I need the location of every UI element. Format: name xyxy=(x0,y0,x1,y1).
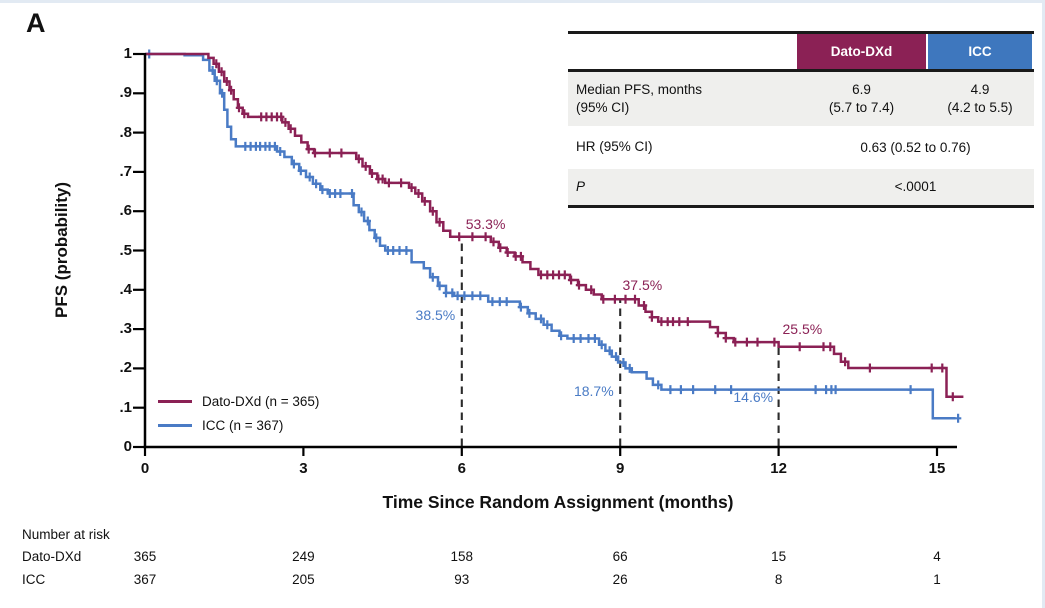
legend: Dato-DXd (n = 365) ICC (n = 367) xyxy=(158,394,319,433)
results-table: Dato-DXd ICC Median PFS, months (95% CI)… xyxy=(568,31,1034,208)
risk-row-label-icc: ICC xyxy=(22,572,46,587)
table-top-border xyxy=(568,31,1034,34)
y-axis-title: PFS (probability) xyxy=(52,182,71,318)
p-value-row: P <.0001 xyxy=(568,168,1034,205)
legend-item-dato: Dato-DXd (n = 365) xyxy=(158,394,319,409)
x-axis-title: Time Since Random Assignment (months) xyxy=(382,492,734,512)
median-pfs-dato-estimate: 6.9 xyxy=(852,82,871,97)
hazard-ratio-label: HR (95% CI) xyxy=(576,139,653,155)
p-value-label: P xyxy=(576,178,586,194)
legend-label-icc: ICC (n = 367) xyxy=(202,418,284,433)
median-pfs-label-line1: Median PFS, months xyxy=(576,82,703,97)
median-pfs-dato-ci: (5.7 to 7.4) xyxy=(828,100,895,116)
median-pfs-icc-ci: (4.2 to 5.5) xyxy=(947,100,1013,116)
icc-line-swatch xyxy=(158,424,192,427)
hazard-ratio-row: HR (95% CI) 0.63 (0.52 to 0.76) xyxy=(568,126,1034,169)
page-right-border xyxy=(1042,0,1045,608)
p-value: <.0001 xyxy=(894,179,937,195)
risk-row-label-dato: Dato-DXd xyxy=(22,549,82,564)
table-header-row: Dato-DXd ICC xyxy=(568,34,1034,69)
median-pfs-label-line2: (95% CI) xyxy=(576,100,630,116)
table-header-border xyxy=(568,69,1034,72)
hazard-ratio-value: 0.63 (0.52 to 0.76) xyxy=(860,140,971,156)
table-header-dato: Dato-DXd xyxy=(797,34,926,69)
number-at-risk-title: Number at risk xyxy=(22,527,110,542)
panel-label: A xyxy=(26,8,46,38)
table-header-icc: ICC xyxy=(928,34,1032,69)
median-pfs-icc-value: 4.9 (4.2 to 5.5) xyxy=(926,81,1034,117)
median-pfs-icc-estimate: 4.9 xyxy=(970,82,990,97)
median-pfs-label: Median PFS, months (95% CI) xyxy=(568,81,797,117)
legend-item-icc: ICC (n = 367) xyxy=(158,418,319,433)
km-curve-dato xyxy=(145,52,964,398)
censor-marks-dato xyxy=(213,59,956,402)
page-top-border xyxy=(0,0,1045,3)
table-bottom-border xyxy=(568,204,1034,208)
dato-line-swatch xyxy=(158,400,192,403)
legend-label-dato: Dato-DXd (n = 365) xyxy=(202,394,320,409)
median-pfs-row: Median PFS, months (95% CI) 6.9 (5.7 to … xyxy=(568,72,1034,127)
median-pfs-dato-value: 6.9 (5.7 to 7.4) xyxy=(797,81,926,117)
table-header-blank xyxy=(568,34,797,69)
